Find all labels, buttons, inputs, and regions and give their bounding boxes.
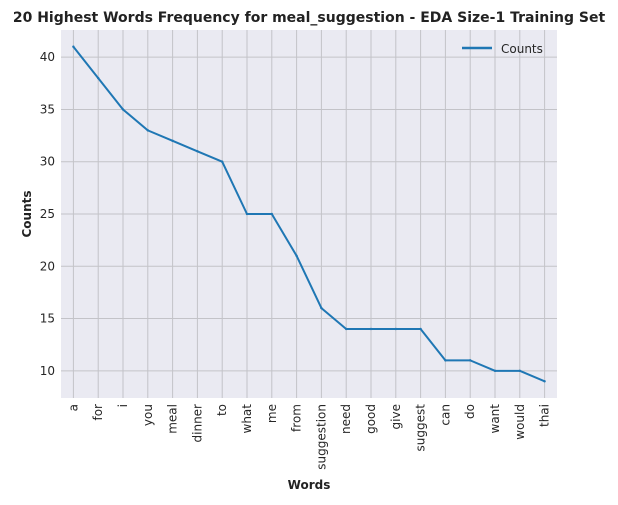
y-tick-label: 35: [40, 102, 55, 116]
x-tick-label: to: [215, 404, 229, 416]
data-point: [518, 369, 521, 373]
data-point: [394, 327, 397, 331]
x-tick-label: i: [116, 404, 130, 407]
x-tick-label: can: [438, 404, 452, 426]
y-tick-label: 10: [40, 364, 55, 378]
x-tick-label: meal: [166, 404, 180, 434]
legend: Counts: [462, 42, 543, 56]
x-tick-label: what: [240, 404, 254, 434]
data-point: [245, 212, 249, 216]
x-tick-label: want: [488, 404, 502, 434]
x-tick-label: you: [141, 404, 155, 426]
x-tick-label: a: [66, 404, 80, 411]
y-tick-label: 30: [40, 155, 55, 169]
y-axis-label: Counts: [20, 190, 34, 237]
data-point: [444, 359, 447, 362]
y-tick-labels: 10 15 20 25 30 35 40: [40, 50, 55, 378]
data-point: [121, 108, 125, 111]
legend-label-counts: Counts: [501, 42, 543, 56]
x-tick-labels: a for i you meal dinner to what me from suggestion…: [66, 404, 551, 470]
data-point: [146, 129, 149, 132]
x-tick-label: for: [91, 404, 105, 421]
data-point: [97, 76, 100, 80]
data-point: [72, 45, 75, 48]
x-tick-label: suggestion: [314, 404, 328, 470]
data-point: [543, 380, 546, 383]
x-tick-label: suggest: [414, 404, 428, 452]
grid-lines: [61, 30, 557, 398]
x-tick-label: thai: [538, 404, 552, 427]
y-tick-label: 20: [40, 259, 55, 273]
data-point: [221, 160, 224, 163]
x-tick-label: from: [290, 404, 304, 432]
data-point: [345, 327, 348, 331]
chart-title: 20 Highest Words Frequency for meal_sugg…: [13, 10, 606, 26]
data-point: [320, 306, 323, 310]
data-point: [270, 212, 273, 216]
y-tick-label: 25: [40, 207, 55, 221]
data-point: [295, 254, 298, 258]
x-tick-label: me: [265, 404, 279, 423]
x-tick-label: good: [364, 404, 378, 434]
x-tick-label: do: [463, 404, 477, 419]
y-tick-label: 15: [40, 312, 55, 326]
x-tick-label: would: [513, 404, 527, 440]
x-tick-label: dinner: [190, 404, 204, 443]
x-tick-label: need: [339, 404, 353, 434]
y-tick-label: 40: [40, 50, 55, 64]
data-point: [196, 150, 199, 153]
series-layer: [72, 45, 546, 383]
x-axis-label: Words: [288, 478, 331, 492]
data-point: [171, 139, 174, 143]
x-tick-label: give: [389, 404, 403, 429]
data-point: [419, 327, 422, 331]
data-point: [469, 359, 472, 362]
data-point: [369, 327, 373, 331]
series-line-counts: [72, 45, 546, 383]
data-point: [493, 369, 497, 373]
